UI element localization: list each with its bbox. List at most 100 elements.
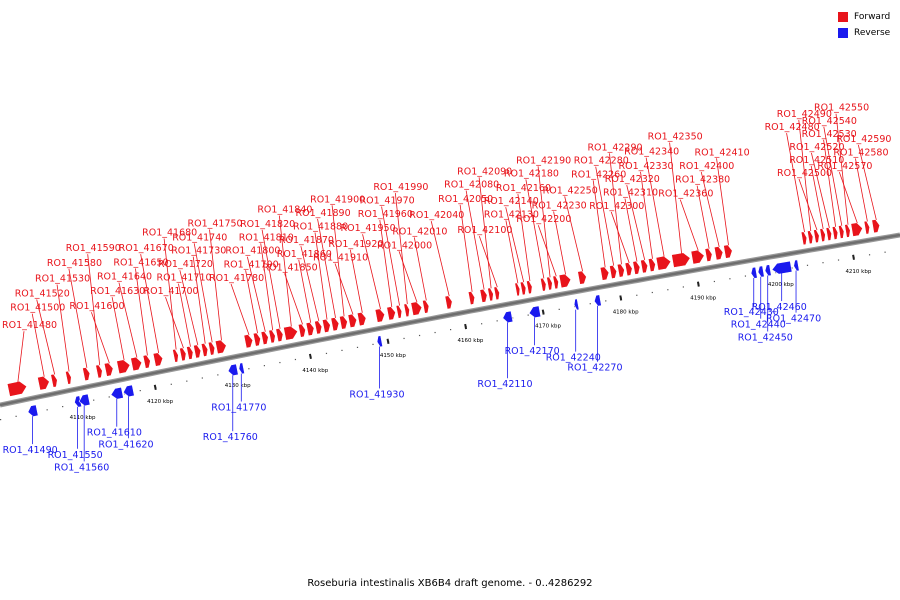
leader-RO1_41530 <box>56 284 70 372</box>
axis-tick-label: 4170 kbp <box>535 324 561 330</box>
leader-RO1_42230 <box>553 211 566 275</box>
axis-tick-label: 4120 kbp <box>147 399 173 405</box>
leader-RO1_41480 <box>17 331 25 383</box>
leader-RO1_42580 <box>855 158 868 222</box>
label-RO1_42460: RO1_42460 <box>752 302 807 313</box>
label-RO1_41750: RO1_41750 <box>188 218 243 229</box>
leader-RO1_42330 <box>640 171 653 259</box>
label-RO1_41720: RO1_41720 <box>158 259 213 270</box>
label-RO1_41610: RO1_41610 <box>87 428 142 439</box>
label-RO1_41730: RO1_41730 <box>171 246 226 257</box>
label-RO1_42010: RO1_42010 <box>392 226 447 237</box>
axis-tick <box>541 309 545 315</box>
gene-RO1_42480 <box>800 231 808 246</box>
label-RO1_41480: RO1_41480 <box>2 320 57 331</box>
forward-swatch <box>838 12 848 22</box>
leader-RO1_41800 <box>246 256 266 332</box>
label-RO1_41500: RO1_41500 <box>10 303 65 314</box>
label-RO1_42500: RO1_42500 <box>777 168 832 179</box>
leader-RO1_42410 <box>716 158 729 246</box>
legend-reverse: Reverse <box>838 25 890 41</box>
leader-RO1_42260 <box>592 180 606 268</box>
leader-RO1_42280 <box>595 166 615 266</box>
leader-RO1_41740 <box>193 243 213 343</box>
label-RO1_42550: RO1_42550 <box>814 103 869 114</box>
leader-RO1_41790 <box>245 270 258 334</box>
axis-tick-label: 4110 kbp <box>70 415 96 421</box>
legend-forward: Forward <box>838 9 890 25</box>
leader-RO1_42310 <box>624 198 638 262</box>
gene-RO1_41900 <box>339 315 348 330</box>
gene-RO1_42500 <box>813 229 820 244</box>
label-RO1_42340: RO1_42340 <box>624 147 679 158</box>
leader-RO1_42570 <box>838 172 858 224</box>
label-RO1_42400: RO1_42400 <box>679 161 734 172</box>
gene-RO1_42300 <box>624 262 633 277</box>
label-RO1_42310: RO1_42310 <box>603 188 658 199</box>
gene-RO1_42100 <box>493 286 500 301</box>
gene-RO1_42440 <box>757 265 765 278</box>
gene-RO1_41750 <box>214 339 227 355</box>
label-RO1_41680: RO1_41680 <box>142 228 197 239</box>
gene-RO1_42280 <box>609 264 618 280</box>
label-RO1_42510: RO1_42510 <box>789 155 844 166</box>
label-RO1_42520: RO1_42520 <box>789 142 844 153</box>
gene-RO1_42260 <box>599 266 610 281</box>
gene-RO1_42520 <box>825 227 832 242</box>
label-RO1_41930: RO1_41930 <box>349 389 404 400</box>
axis-tick-label: 4160 kbp <box>458 338 484 344</box>
label-RO1_42380: RO1_42380 <box>675 175 730 186</box>
label-RO1_42090: RO1_42090 <box>457 166 512 177</box>
axis-tick <box>464 323 468 330</box>
leader-RO1_42140 <box>505 207 525 283</box>
gene-RO1_41970 <box>395 304 403 319</box>
gene-RO1_41880 <box>321 318 331 334</box>
leader-RO1_42520 <box>811 152 830 228</box>
label-RO1_41960: RO1_41960 <box>358 209 413 220</box>
gene-RO1_42360 <box>690 249 705 265</box>
gene-RO1_42550 <box>844 223 851 238</box>
label-RO1_42000: RO1_42000 <box>377 240 432 251</box>
gene-RO1_42230 <box>558 273 572 289</box>
gene-RO1_42200 <box>552 275 559 290</box>
leader-RO1_41630 <box>111 297 125 361</box>
legend-reverse-label: Reverse <box>854 28 891 38</box>
leader-RO1_42010 <box>413 237 427 301</box>
gene-RO1_41700 <box>179 347 187 362</box>
label-RO1_41530: RO1_41530 <box>35 274 90 285</box>
gene-RO1_42590 <box>871 219 881 234</box>
leader-RO1_41680 <box>163 238 177 350</box>
leader-RO1_42300 <box>610 211 630 264</box>
gene-RO1_41950 <box>374 308 386 323</box>
axis-tick-label: 4150 kbp <box>380 353 406 359</box>
leader-RO1_41810 <box>260 243 274 331</box>
gene-RO1_41800 <box>260 330 269 346</box>
leader-RO1_41960 <box>379 220 393 308</box>
label-RO1_41880: RO1_41880 <box>293 222 348 233</box>
leader-RO1_41650 <box>135 268 148 356</box>
gene-RO1_42190 <box>546 276 553 291</box>
gene-RO1_42140 <box>519 281 527 296</box>
gene-RO1_41670 <box>152 352 164 367</box>
gene-RO1_41850 <box>297 323 306 338</box>
label-RO1_41700: RO1_41700 <box>143 286 198 297</box>
gene-RO1_42180 <box>540 277 547 292</box>
gene-RO1_42240 <box>573 298 580 311</box>
gene-RO1_41810 <box>268 329 276 344</box>
gene-RO1_41550 <box>74 395 83 408</box>
label-RO1_42140: RO1_42140 <box>484 196 539 207</box>
leader-RO1_42190 <box>537 166 551 278</box>
leader-RO1_41910 <box>334 263 354 315</box>
leader-RO1_41520 <box>36 299 56 375</box>
gene-RO1_42000 <box>410 301 423 316</box>
gene-RO1_41640 <box>130 356 143 372</box>
gene-RO1_42410 <box>723 244 733 259</box>
axis-tick-label: 4180 kbp <box>613 309 639 315</box>
label-RO1_42450: RO1_42450 <box>738 332 793 343</box>
leader-RO1_41670 <box>140 254 160 354</box>
label-RO1_41920: RO1_41920 <box>328 239 383 250</box>
leader-RO1_41720 <box>179 270 199 346</box>
label-RO1_41670: RO1_41670 <box>119 243 174 254</box>
label-RO1_42050: RO1_42050 <box>438 194 493 205</box>
gene-RO1_42170 <box>528 305 542 319</box>
